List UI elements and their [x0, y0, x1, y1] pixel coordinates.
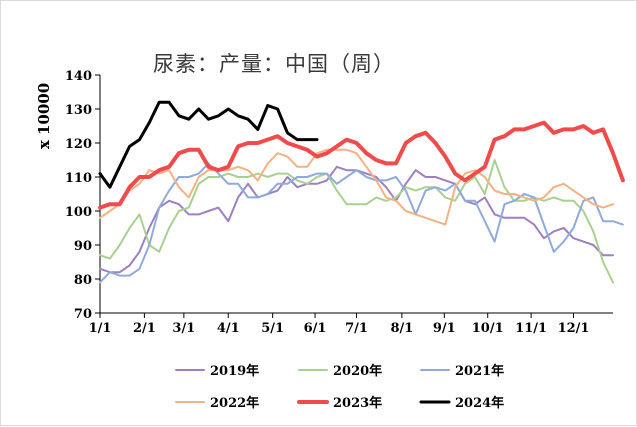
legend-label: 2021年: [455, 363, 504, 379]
legend-label: 2019年: [210, 363, 259, 379]
x-tick-label: 6/1: [304, 321, 327, 336]
legend-label: 2024年: [455, 395, 504, 411]
series-line-2022: [99, 148, 614, 226]
x-tick-label: 1/1: [89, 321, 112, 336]
series-lines: [98, 100, 625, 284]
axes: [95, 74, 613, 318]
legend-item-2023: 2023年: [297, 395, 382, 411]
x-tick-label: 3/1: [172, 321, 195, 336]
x-tick-labels: 1/1 2/1 3/1 4/1 5/1 6/1 7/1 8/1 9/1 10/1 11/1 12/1: [89, 321, 590, 336]
legend: 2019年 2020年 2021年 2022年 2023年 2024年: [175, 363, 504, 411]
legend-item-2020: 2020年: [298, 363, 382, 379]
series-line-2024: [98, 100, 319, 189]
x-tick-label: 9/1: [433, 321, 456, 336]
legend-item-2019: 2019年: [175, 363, 259, 379]
y-tick-label: 120: [65, 137, 92, 152]
y-tick-label: 110: [65, 171, 92, 186]
y-tick-label: 70: [74, 307, 92, 322]
series-line-2023: [98, 120, 625, 210]
x-tick-label: 7/1: [345, 321, 368, 336]
x-tick-label: 4/1: [217, 321, 240, 336]
y-tick-label: 80: [74, 273, 92, 288]
legend-item-2021: 2021年: [420, 363, 504, 379]
y-tick-label: 130: [65, 103, 92, 118]
series-line-2020: [99, 159, 614, 284]
x-tick-label: 8/1: [390, 321, 413, 336]
series-line-2021: [99, 162, 624, 284]
x-tick-label: 12/1: [558, 321, 590, 336]
legend-label: 2023年: [333, 395, 382, 411]
legend-label: 2020年: [333, 363, 382, 379]
legend-item-2024: 2024年: [419, 395, 504, 411]
y-tick-labels: 70 80 90 100 110 120 130 140: [65, 69, 92, 322]
y-axis-label: x 10000: [35, 83, 53, 149]
legend-label: 2022年: [210, 395, 259, 411]
legend-item-2022: 2022年: [175, 395, 259, 411]
x-tick-label: 2/1: [133, 321, 156, 336]
y-tick-label: 100: [65, 205, 92, 220]
y-tick-label: 90: [74, 239, 92, 254]
y-tick-label: 140: [65, 69, 92, 84]
x-tick-label: 5/1: [261, 321, 284, 336]
chart-title: 尿素：产量：中国（周）: [153, 52, 395, 76]
x-tick-label: 10/1: [472, 321, 504, 336]
x-tick-label: 11/1: [515, 321, 547, 336]
